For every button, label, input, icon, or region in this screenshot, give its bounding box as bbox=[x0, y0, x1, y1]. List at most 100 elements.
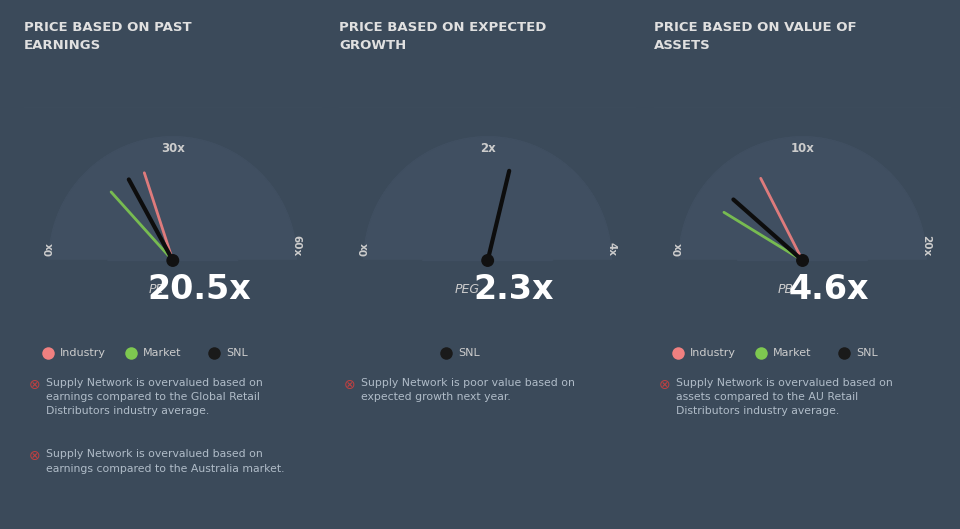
Polygon shape bbox=[440, 161, 468, 203]
Text: PEG: PEG bbox=[454, 284, 479, 296]
Text: 0x: 0x bbox=[359, 242, 369, 256]
Polygon shape bbox=[741, 167, 773, 208]
Polygon shape bbox=[552, 244, 592, 260]
Text: ⊗: ⊗ bbox=[344, 378, 355, 391]
Polygon shape bbox=[403, 186, 442, 222]
Polygon shape bbox=[88, 186, 127, 222]
Text: PRICE BASED ON PAST
EARNINGS: PRICE BASED ON PAST EARNINGS bbox=[24, 21, 192, 52]
Polygon shape bbox=[125, 161, 153, 203]
Text: 2x: 2x bbox=[480, 142, 495, 155]
Text: ⊗: ⊗ bbox=[29, 378, 40, 391]
Polygon shape bbox=[545, 213, 588, 240]
Polygon shape bbox=[849, 186, 887, 222]
Polygon shape bbox=[709, 199, 750, 231]
Polygon shape bbox=[219, 186, 257, 222]
Polygon shape bbox=[362, 260, 613, 336]
Polygon shape bbox=[549, 228, 591, 250]
Text: 2.3x: 2.3x bbox=[473, 273, 554, 306]
Polygon shape bbox=[226, 199, 266, 231]
Polygon shape bbox=[173, 156, 189, 196]
Polygon shape bbox=[823, 161, 851, 203]
Polygon shape bbox=[803, 156, 819, 196]
Polygon shape bbox=[864, 228, 906, 250]
Circle shape bbox=[167, 254, 179, 266]
Polygon shape bbox=[73, 213, 115, 240]
Polygon shape bbox=[488, 156, 504, 196]
Polygon shape bbox=[234, 228, 276, 250]
Polygon shape bbox=[855, 199, 896, 231]
Polygon shape bbox=[786, 156, 803, 196]
Text: SNL: SNL bbox=[227, 348, 248, 358]
Polygon shape bbox=[49, 137, 297, 384]
Polygon shape bbox=[108, 196, 238, 260]
Text: Supply Network is overvalued based on
earnings compared to the Australia market.: Supply Network is overvalued based on ea… bbox=[46, 449, 285, 474]
Text: 0x: 0x bbox=[44, 242, 54, 256]
Polygon shape bbox=[80, 199, 120, 231]
Polygon shape bbox=[108, 196, 238, 260]
Polygon shape bbox=[422, 196, 553, 260]
Polygon shape bbox=[526, 176, 562, 215]
Text: SNL: SNL bbox=[856, 348, 877, 358]
Polygon shape bbox=[388, 213, 430, 240]
Polygon shape bbox=[193, 161, 221, 203]
Text: PRICE BASED ON EXPECTED
GROWTH: PRICE BASED ON EXPECTED GROWTH bbox=[339, 21, 546, 52]
Text: PB: PB bbox=[778, 284, 794, 296]
Polygon shape bbox=[111, 167, 143, 208]
Text: Market: Market bbox=[143, 348, 181, 358]
Text: ⊗: ⊗ bbox=[29, 449, 40, 463]
Polygon shape bbox=[677, 260, 928, 336]
Text: PE: PE bbox=[149, 284, 164, 296]
Polygon shape bbox=[737, 196, 868, 260]
Polygon shape bbox=[230, 213, 273, 240]
Polygon shape bbox=[211, 176, 247, 215]
Text: Supply Network is poor value based on
expected growth next year.: Supply Network is poor value based on ex… bbox=[361, 378, 575, 402]
Text: Industry: Industry bbox=[689, 348, 735, 358]
Text: 4x: 4x bbox=[607, 242, 616, 256]
Polygon shape bbox=[540, 199, 581, 231]
Polygon shape bbox=[47, 260, 299, 336]
Polygon shape bbox=[699, 228, 741, 250]
Circle shape bbox=[482, 254, 493, 266]
Text: 20x: 20x bbox=[922, 235, 931, 256]
Polygon shape bbox=[679, 137, 926, 260]
Text: 0x: 0x bbox=[674, 242, 684, 256]
Polygon shape bbox=[426, 167, 458, 208]
Polygon shape bbox=[384, 228, 426, 250]
Polygon shape bbox=[364, 137, 612, 260]
Text: 60x: 60x bbox=[292, 235, 301, 256]
Text: PRICE BASED ON VALUE OF
ASSETS: PRICE BASED ON VALUE OF ASSETS bbox=[654, 21, 856, 52]
Polygon shape bbox=[534, 186, 572, 222]
Polygon shape bbox=[69, 228, 111, 250]
Polygon shape bbox=[517, 167, 549, 208]
Polygon shape bbox=[860, 213, 902, 240]
Polygon shape bbox=[414, 176, 449, 215]
Text: 20.5x: 20.5x bbox=[147, 273, 251, 306]
Polygon shape bbox=[679, 137, 926, 384]
Polygon shape bbox=[183, 157, 205, 199]
Polygon shape bbox=[140, 157, 162, 199]
Polygon shape bbox=[832, 167, 864, 208]
Polygon shape bbox=[737, 196, 868, 260]
Text: Supply Network is overvalued based on
assets compared to the AU Retail
Distribut: Supply Network is overvalued based on as… bbox=[676, 378, 893, 416]
Polygon shape bbox=[755, 161, 782, 203]
Polygon shape bbox=[395, 199, 435, 231]
Polygon shape bbox=[703, 213, 745, 240]
Polygon shape bbox=[237, 244, 277, 260]
Polygon shape bbox=[698, 244, 738, 260]
Polygon shape bbox=[455, 157, 477, 199]
Text: 30x: 30x bbox=[161, 142, 184, 155]
Text: 10x: 10x bbox=[791, 142, 814, 155]
Polygon shape bbox=[99, 176, 134, 215]
Polygon shape bbox=[203, 167, 234, 208]
Polygon shape bbox=[508, 161, 536, 203]
Text: Supply Network is overvalued based on
earnings compared to the Global Retail
Dis: Supply Network is overvalued based on ea… bbox=[46, 378, 263, 416]
Polygon shape bbox=[422, 196, 553, 260]
Polygon shape bbox=[156, 156, 173, 196]
Polygon shape bbox=[498, 157, 520, 199]
Text: Industry: Industry bbox=[60, 348, 106, 358]
Text: Market: Market bbox=[773, 348, 811, 358]
Text: ⊗: ⊗ bbox=[659, 378, 670, 391]
Text: SNL: SNL bbox=[458, 348, 480, 358]
Polygon shape bbox=[729, 176, 764, 215]
Polygon shape bbox=[770, 157, 792, 199]
